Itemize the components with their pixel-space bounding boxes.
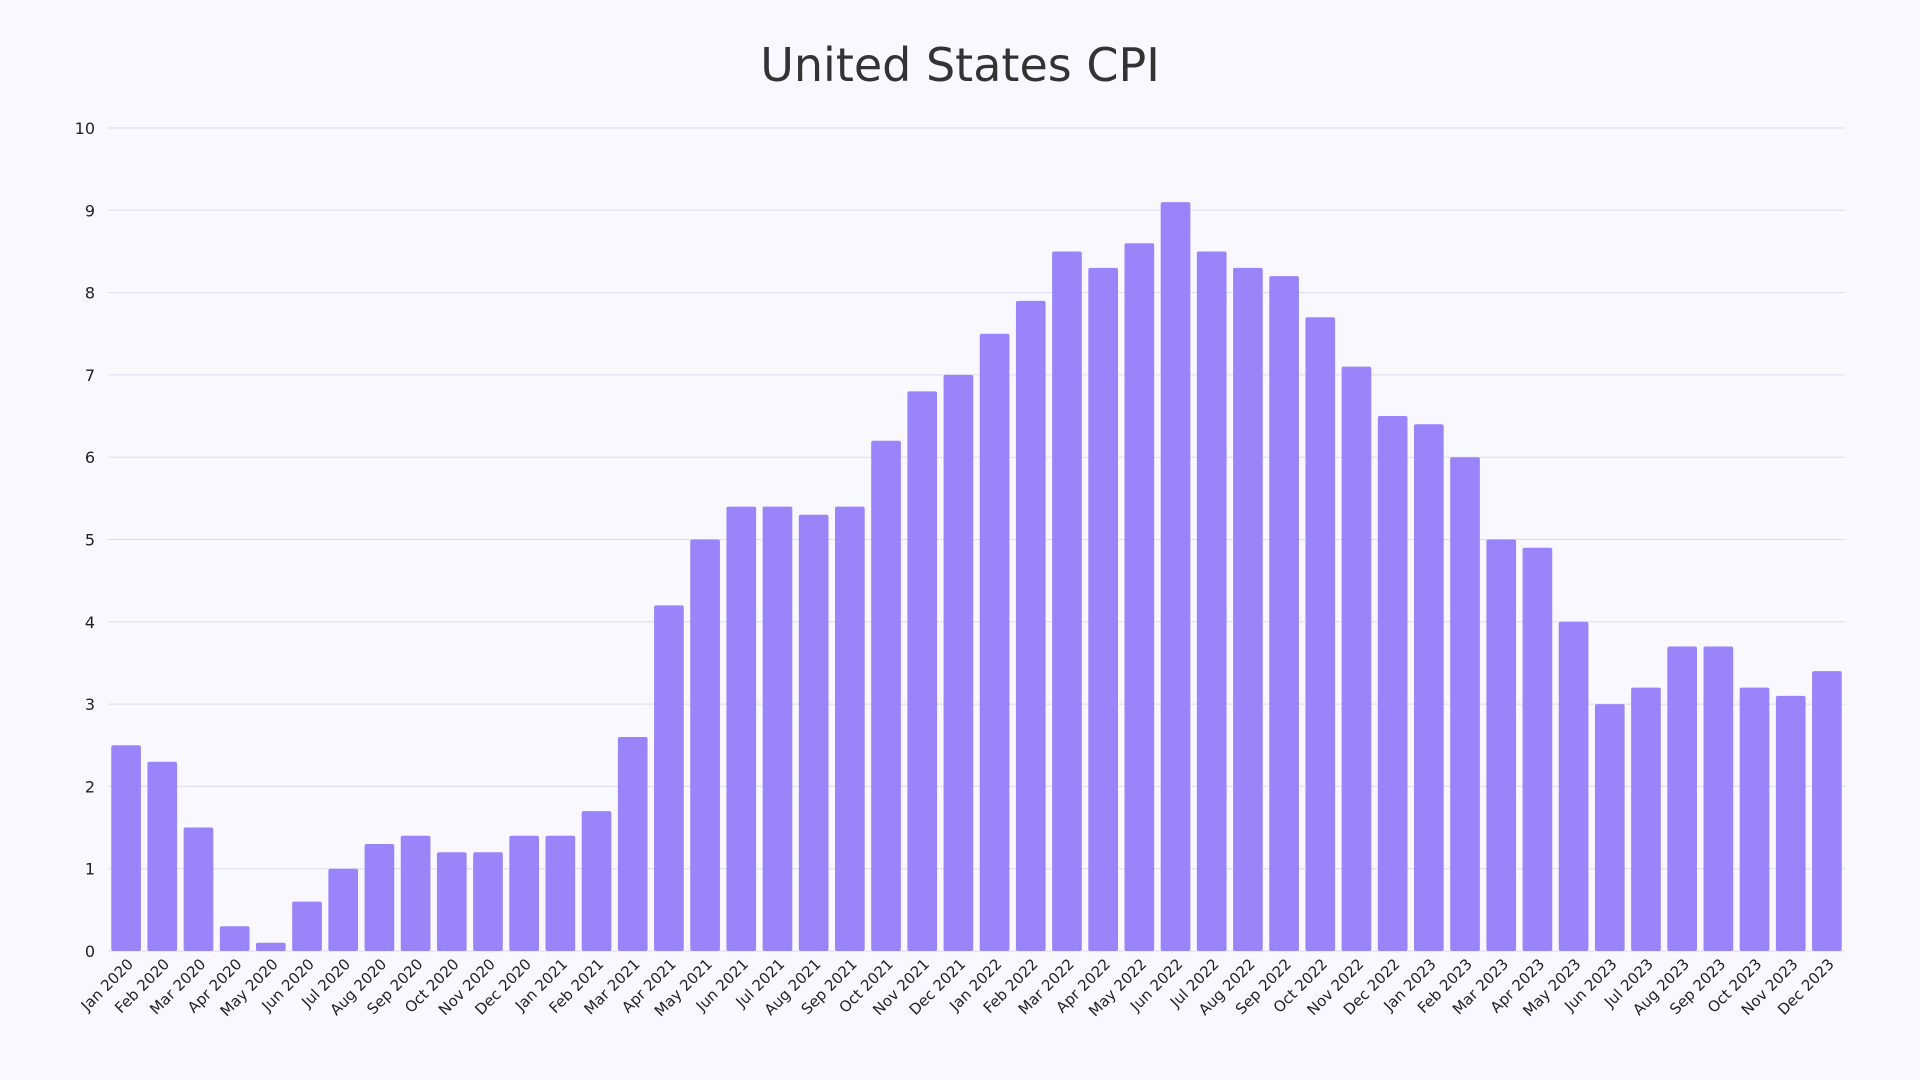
bar-jan-2023	[1414, 424, 1444, 951]
bar-sep-2020	[400, 835, 431, 951]
bar-jul-2021	[762, 506, 793, 951]
bar-may-2022	[1124, 243, 1155, 952]
bar-jan-2021	[545, 835, 576, 951]
bar-mar-2020	[183, 827, 214, 951]
bar-dec-2023	[1812, 671, 1842, 951]
bar-jan-2020	[111, 745, 141, 951]
bar-jun-2020	[292, 901, 322, 951]
bar-jun-2023	[1594, 704, 1625, 951]
bar-oct-2021	[871, 440, 901, 951]
bar-apr-2020	[219, 926, 250, 951]
y-tick-label: 6	[85, 448, 95, 467]
bar-sep-2022	[1269, 276, 1299, 951]
bar-may-2023	[1558, 621, 1589, 951]
y-tick-label: 10	[75, 119, 95, 138]
bars	[111, 202, 1842, 952]
bar-aug-2020	[364, 844, 395, 951]
bar-feb-2022	[1015, 300, 1046, 952]
bar-feb-2020	[147, 761, 178, 951]
y-tick-label: 0	[85, 942, 95, 961]
bar-apr-2021	[654, 605, 684, 951]
bar-mar-2023	[1486, 539, 1517, 951]
bar-aug-2023	[1667, 646, 1697, 951]
bar-oct-2023	[1739, 687, 1770, 951]
y-tick-label: 8	[85, 284, 95, 303]
bar-may-2020	[256, 942, 286, 951]
bar-apr-2022	[1088, 267, 1118, 951]
bar-jun-2022	[1160, 202, 1191, 951]
bar-mar-2021	[617, 737, 648, 951]
bar-dec-2020	[509, 835, 539, 951]
bar-jul-2020	[328, 868, 359, 951]
bar-may-2021	[690, 539, 720, 951]
bar-jun-2021	[726, 506, 757, 951]
bar-mar-2022	[1052, 251, 1082, 951]
y-axis-ticks: 0 1 2 3 4 5 6 7 8 9 10	[75, 119, 95, 961]
y-tick-label: 9	[85, 201, 95, 220]
bar-jul-2022	[1196, 251, 1227, 951]
bar-nov-2021	[907, 391, 938, 951]
y-tick-label: 3	[85, 695, 95, 714]
y-tick-label: 1	[85, 860, 95, 879]
bar-aug-2021	[798, 514, 829, 951]
bar-sep-2021	[835, 506, 865, 951]
bar-apr-2023	[1522, 547, 1553, 951]
y-tick-label: 4	[85, 613, 95, 632]
bar-jan-2022	[979, 333, 1010, 951]
bar-nov-2023	[1775, 695, 1806, 951]
bar-feb-2021	[581, 811, 612, 951]
y-tick-label: 5	[85, 531, 95, 550]
bar-dec-2021	[943, 374, 974, 951]
chart-title: United States CPI	[760, 38, 1160, 92]
bar-nov-2020	[473, 852, 503, 951]
bar-sep-2023	[1703, 646, 1734, 951]
bar-dec-2022	[1377, 416, 1408, 951]
bar-oct-2020	[436, 852, 467, 951]
y-tick-label: 2	[85, 777, 95, 796]
bar-oct-2022	[1305, 317, 1336, 951]
bar-feb-2023	[1450, 457, 1480, 951]
bar-aug-2022	[1233, 267, 1263, 951]
bar-nov-2022	[1341, 366, 1372, 951]
gridlines	[108, 127, 1845, 952]
y-tick-label: 7	[85, 366, 95, 385]
bar-jul-2023	[1631, 687, 1661, 951]
